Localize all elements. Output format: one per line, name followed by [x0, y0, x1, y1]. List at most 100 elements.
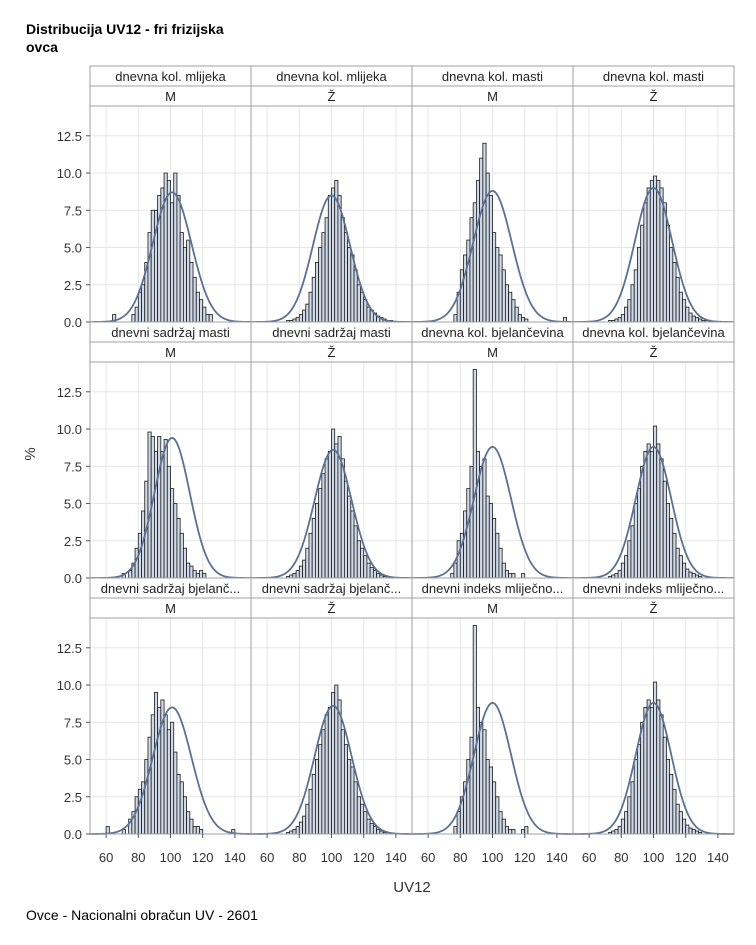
histogram-bar	[363, 811, 368, 835]
histogram-bar	[524, 826, 529, 835]
histogram-bar	[485, 495, 490, 579]
histogram-bar	[646, 699, 651, 835]
histogram-bar	[669, 774, 674, 835]
histogram-bar	[466, 488, 471, 579]
histogram-bar	[475, 706, 481, 835]
histogram-bar	[672, 788, 677, 835]
histogram-bar	[479, 465, 484, 579]
histogram-bar	[482, 142, 487, 323]
panel-header-sex: M	[487, 601, 498, 616]
histogram-bar	[353, 781, 358, 835]
histogram-bar	[356, 284, 361, 323]
histogram-bar	[337, 194, 342, 323]
histogram-bar	[492, 518, 497, 579]
histogram-bar	[682, 818, 687, 835]
histogram-bar	[653, 175, 658, 323]
histogram-bar	[366, 306, 371, 323]
y-axis-label: %	[22, 447, 39, 460]
histogram-bar	[463, 254, 468, 323]
panel-header-trait: dnevna kol. masti	[603, 69, 704, 84]
histogram-bar	[669, 518, 674, 579]
y-tick-label: 5.0	[64, 753, 82, 768]
histogram-bar	[643, 706, 648, 835]
normal-density-curve	[572, 445, 735, 579]
histogram-bar	[170, 488, 175, 579]
histogram-bar	[614, 829, 619, 835]
histogram-bar	[321, 473, 326, 579]
panel-header-trait: dnevna kol. bjelančevina	[582, 325, 725, 340]
histogram-bar	[163, 439, 168, 579]
histogram-bar	[363, 555, 368, 579]
histogram-bar	[630, 525, 635, 579]
histogram-bar	[340, 729, 345, 835]
histogram-bar	[137, 291, 142, 323]
x-axis-label: UV12	[393, 879, 431, 896]
y-tick-label: 10.0	[57, 422, 82, 437]
histogram-bar	[176, 774, 181, 835]
histogram-bar	[466, 239, 471, 323]
histogram-bar	[311, 774, 316, 835]
histogram-bar	[353, 525, 358, 579]
x-tick-label: 60	[99, 850, 113, 865]
histogram-bar	[492, 232, 497, 323]
histogram-bar	[311, 276, 316, 323]
y-tick-label: 0.0	[64, 315, 82, 330]
histogram-bar	[318, 488, 323, 579]
histogram-bar	[153, 692, 159, 835]
histogram-bar	[343, 744, 349, 835]
histogram-bar	[308, 291, 313, 323]
histogram-bar	[360, 291, 365, 323]
x-tick-label: 140	[224, 850, 246, 865]
histogram-bar	[691, 315, 696, 323]
histogram-bar	[318, 247, 323, 323]
histogram-bar	[295, 826, 300, 835]
histogram-bar	[314, 503, 320, 579]
histogram-bar	[672, 262, 677, 323]
histogram-bar	[456, 540, 461, 579]
histogram-bar	[640, 721, 645, 835]
histogram-bar	[189, 565, 194, 579]
histogram-bar	[472, 625, 477, 835]
histogram-bar	[472, 202, 477, 323]
histogram-bar	[649, 180, 654, 323]
histogram-bar	[453, 562, 458, 579]
histogram-bar	[665, 759, 671, 835]
histogram-bar	[340, 217, 345, 323]
histogram-bar	[157, 436, 162, 579]
histogram-bar	[675, 276, 680, 323]
histogram-bar	[308, 788, 313, 835]
x-tick-label: 140	[546, 850, 568, 865]
histogram-bar	[472, 369, 477, 579]
normal-density-curve	[572, 701, 735, 835]
histogram-bar	[637, 488, 642, 579]
x-tick-label: 80	[292, 850, 306, 865]
histogram-bar	[656, 180, 661, 323]
histogram-bar	[459, 269, 464, 323]
chart-title: Distribucija UV12 - fri frizijska ovca	[26, 21, 224, 55]
panel-header-sex: M	[487, 345, 498, 360]
histogram-bar	[321, 729, 326, 835]
histogram-bar	[630, 781, 635, 835]
histogram-bar	[350, 254, 355, 323]
histogram-bar	[343, 480, 349, 579]
histogram-bar	[678, 555, 683, 579]
histogram-bar	[620, 818, 625, 835]
histogram-bar	[292, 829, 297, 835]
histogram-bar	[521, 573, 526, 579]
histogram-bar	[305, 803, 310, 835]
histogram-bar	[170, 202, 175, 323]
histogram-bar	[192, 276, 197, 323]
histogram-bar	[327, 194, 332, 323]
histogram-bar	[617, 570, 622, 579]
x-tick-label: 120	[675, 850, 697, 865]
histogram-bar	[195, 291, 200, 323]
histogram-bar	[376, 573, 381, 579]
histogram-bar	[189, 262, 194, 323]
histogram-bar	[163, 172, 168, 323]
normal-density-curve	[573, 187, 734, 323]
histogram-bar	[369, 567, 374, 579]
histogram-bar	[343, 232, 349, 323]
histogram-bar	[469, 736, 474, 835]
histogram-bar	[637, 744, 642, 835]
histogram-bar	[643, 450, 648, 579]
